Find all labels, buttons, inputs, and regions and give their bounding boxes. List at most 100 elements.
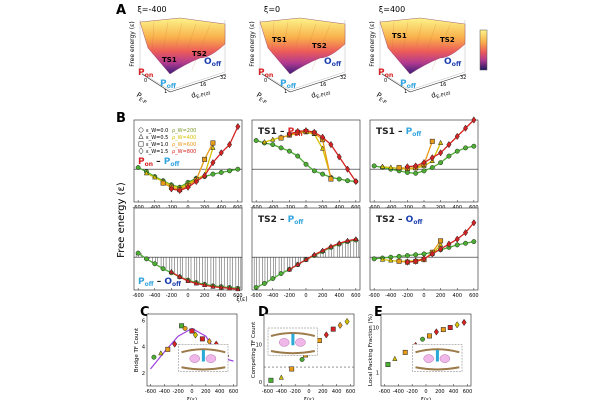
- data-point: [404, 258, 410, 266]
- x-tick-label: -200: [166, 293, 177, 299]
- data-point: [337, 321, 343, 330]
- particle: [279, 338, 290, 347]
- x-tick-label: 0: [304, 293, 307, 299]
- panel-b: Pon – Poff -600 -400 -200 0 200 400 600 TS1 – Po…: [132, 116, 479, 303]
- tf-marker: [435, 350, 439, 362]
- tick-label: 32: [460, 75, 466, 81]
- x-tick-label: 0: [422, 293, 425, 299]
- data-point: [151, 354, 157, 360]
- data-point: [227, 168, 232, 174]
- x-tick-label: 200: [201, 389, 211, 395]
- data-point: [299, 357, 305, 362]
- axis-p: [141, 73, 171, 93]
- panel-label-a: A: [116, 3, 126, 18]
- x-tick-label: -400: [393, 389, 404, 395]
- data-point: [177, 273, 183, 279]
- x-tick-label: -600: [379, 389, 390, 395]
- data-point: [463, 124, 469, 132]
- data-point: [278, 271, 284, 277]
- data-point: [210, 283, 216, 289]
- pon-label: Pon: [378, 68, 393, 79]
- tf-marker: [291, 333, 295, 346]
- x-tick-label: 600: [463, 389, 473, 395]
- data-point: [344, 317, 350, 326]
- tick-label: 0: [264, 78, 267, 84]
- data-point: [135, 165, 141, 171]
- y-axis-label: Competing TF Count: [251, 321, 257, 378]
- x-tick-label: -200: [289, 389, 300, 395]
- surface-box: [139, 20, 226, 91]
- x-tick-label: 600: [346, 389, 356, 395]
- surface-grid-line: [431, 24, 451, 71]
- tick-label: 0: [144, 78, 147, 84]
- data-point: [440, 327, 446, 333]
- surface-box: [259, 20, 346, 91]
- data-point: [353, 177, 359, 186]
- legend-extra: ρ_W=200: [172, 128, 196, 134]
- surface-grid-line: [411, 22, 423, 63]
- legend-marker: [138, 133, 144, 139]
- surface-grid-line: [171, 22, 183, 63]
- z-axis-label: Free energy (ε): [369, 21, 376, 66]
- data-point: [345, 178, 350, 184]
- surface-grid-line: [291, 22, 303, 63]
- y-axis-label: Local Packing Fraction (%): [368, 314, 374, 386]
- x-tick-label: -200: [172, 389, 183, 395]
- surface-plot-2: ξ=0 PE-P dE-P(σ)16 32 0 1 TS1 TS2 Pon Poff Ooff Fre…: [249, 5, 346, 106]
- data-point: [446, 240, 452, 248]
- x-tick-label: 200: [435, 389, 445, 395]
- tick-label: 16: [200, 82, 206, 88]
- data-point: [218, 170, 224, 175]
- data-point: [320, 145, 326, 151]
- membrane-top: [181, 348, 226, 354]
- data-point: [454, 321, 460, 329]
- x-tick-label: 400: [449, 389, 459, 395]
- ts1-label: TS1: [272, 36, 287, 44]
- legend-label: ε_W=0.0: [146, 128, 168, 134]
- membrane-top: [270, 332, 316, 337]
- data-point: [328, 140, 334, 149]
- y-tick-label: 10: [373, 326, 379, 332]
- data-point: [189, 328, 195, 334]
- particle: [423, 354, 434, 363]
- data-point: [210, 140, 216, 146]
- surface-grid-line: [391, 20, 395, 55]
- membrane-bottom: [270, 350, 315, 355]
- data-point: [135, 250, 141, 256]
- x-tick-label: -200: [402, 293, 413, 299]
- axis-d-label: dE-P(σ): [190, 86, 211, 101]
- data-point: [371, 163, 377, 169]
- data-point: [168, 185, 174, 193]
- data-point: [278, 145, 284, 151]
- data-point: [413, 257, 419, 265]
- data-point: [278, 374, 284, 380]
- data-point: [303, 127, 309, 135]
- data-point: [311, 168, 317, 174]
- surface-grid-line: [161, 21, 169, 59]
- data-point: [454, 235, 460, 243]
- data-point: [185, 277, 191, 283]
- data-point: [295, 153, 301, 159]
- data-point: [226, 285, 233, 291]
- data-point: [404, 163, 410, 171]
- legend-marker: [138, 127, 144, 133]
- membrane-bottom: [181, 366, 226, 371]
- subplot-frame: [133, 207, 243, 291]
- data-point: [323, 331, 329, 339]
- surface-grid-line: [281, 21, 289, 59]
- legend-label: ε_W=1.5: [146, 149, 168, 155]
- x-tick-label: 0: [307, 389, 310, 395]
- data-point: [182, 325, 188, 331]
- membrane-top: [415, 348, 460, 354]
- colorbar: [479, 29, 488, 71]
- data-point: [463, 228, 469, 237]
- poff-label: Poff: [160, 79, 177, 90]
- data-point: [471, 143, 477, 149]
- data-point: [385, 362, 391, 368]
- particle: [295, 338, 306, 347]
- data-point: [320, 133, 326, 141]
- data-point: [152, 261, 158, 267]
